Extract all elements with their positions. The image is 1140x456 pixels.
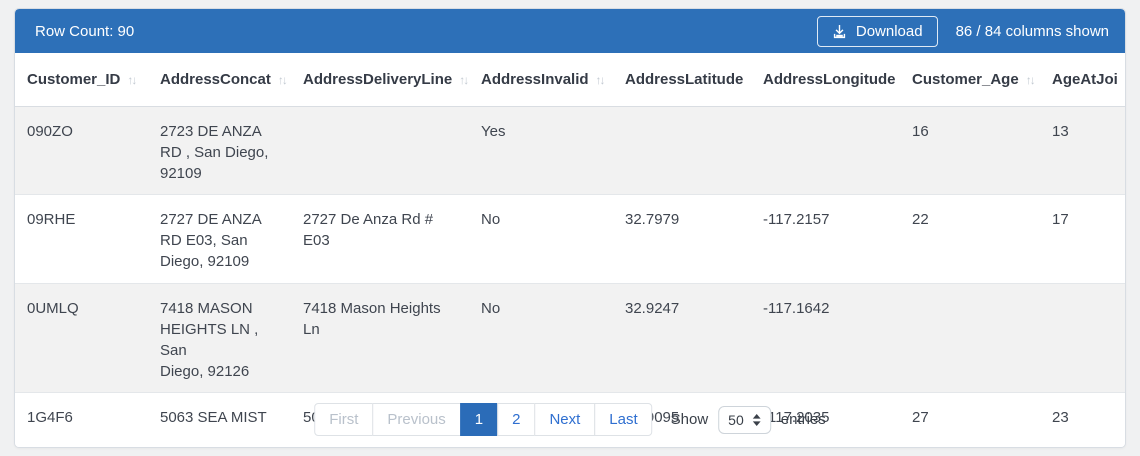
- pagination-first-button[interactable]: First: [314, 403, 374, 436]
- table-scroll-area: Customer_ID ↑↓ AddressConcat ↑↓ AddressDel…: [15, 53, 1126, 447]
- cell-address-latitude: 32.7979: [613, 193, 751, 283]
- column-header-address-latitude[interactable]: AddressLatitude ↑↓: [613, 53, 751, 107]
- pagination: First Previous 1 2 Next Last Show 50 ent…: [314, 403, 826, 436]
- cell-age-at-join: 13: [1040, 105, 1125, 194]
- entries-label: entries: [780, 411, 826, 428]
- pagination-last-button[interactable]: Last: [594, 403, 653, 436]
- table-row: 09RHE 2727 DE ANZA RD E03, San Diego, 92…: [15, 193, 1125, 283]
- cell-address-invalid: Yes: [469, 105, 613, 194]
- columns-shown-label: 86 / 84 columns shown: [955, 22, 1109, 40]
- pagination-button-group: First Previous 1 2 Next Last: [314, 403, 653, 436]
- cell-address-concat: 5063 SEA MIST: [148, 391, 291, 447]
- cell-address-longitude: [751, 105, 900, 194]
- download-button[interactable]: Download: [816, 15, 938, 47]
- cell-customer-id: 1G4F6: [15, 391, 148, 447]
- column-header-label: Customer_ID: [27, 70, 121, 88]
- cell-address-longitude: -117.1642: [751, 282, 900, 392]
- column-header-customer-age[interactable]: Customer_Age ↑↓: [900, 53, 1040, 107]
- table-toolbar: Row Count: 90 Download 86 / 84 columns s…: [15, 9, 1125, 53]
- column-header-customer-id[interactable]: Customer_ID ↑↓: [15, 53, 148, 107]
- page-size-control: Show 50 entries: [670, 405, 826, 434]
- column-header-label: AddressInvalid: [481, 70, 589, 88]
- page-size-select[interactable]: 50: [718, 405, 771, 434]
- cell-age-at-join: 17: [1040, 193, 1125, 283]
- column-header-label: AddressConcat: [160, 70, 271, 88]
- cell-address-latitude: [613, 105, 751, 194]
- select-spinner-icon: [752, 413, 761, 426]
- column-header-address-longitude[interactable]: AddressLongitude ↑↓: [751, 53, 900, 107]
- page-size-value: 50: [728, 411, 744, 428]
- cell-address-longitude: -117.2157: [751, 193, 900, 283]
- cell-address-delivery-line: 2727 De Anza Rd # E03: [291, 193, 469, 283]
- pagination-next-button[interactable]: Next: [534, 403, 596, 436]
- cell-customer-id: 0UMLQ: [15, 282, 148, 392]
- cell-address-delivery-line: 7418 Mason Heights Ln: [291, 282, 469, 392]
- column-header-age-at-join[interactable]: AgeAtJoi ↑↓: [1040, 53, 1126, 107]
- cell-customer-id: 090ZO: [15, 105, 148, 194]
- data-table: Customer_ID ↑↓ AddressConcat ↑↓ AddressDel…: [15, 53, 1126, 447]
- cell-address-latitude: 32.9247: [613, 282, 751, 392]
- sort-icon[interactable]: ↑↓: [277, 72, 288, 87]
- cell-address-concat: 2727 DE ANZA RD E03, San Diego, 92109: [148, 193, 291, 283]
- table-row: 090ZO 2723 DE ANZA RD , San Diego, 92109…: [15, 105, 1125, 194]
- sort-icon[interactable]: ↑↓: [1025, 72, 1036, 87]
- cell-customer-age: 22: [900, 193, 1040, 283]
- cell-age-at-join: 23: [1040, 391, 1125, 447]
- pagination-previous-button[interactable]: Previous: [372, 403, 461, 436]
- sort-icon[interactable]: ↑↓: [127, 72, 137, 87]
- data-table-card: Row Count: 90 Download 86 / 84 columns s…: [14, 8, 1126, 448]
- download-button-label: Download: [855, 22, 923, 40]
- column-header-label: AddressLatitude: [625, 70, 744, 88]
- download-icon: [832, 24, 847, 39]
- column-header-address-invalid[interactable]: AddressInvalid ↑↓: [469, 53, 613, 107]
- column-header-address-concat[interactable]: AddressConcat ↑↓: [148, 53, 291, 107]
- column-header-address-delivery-line[interactable]: AddressDeliveryLine ↑↓: [291, 53, 469, 107]
- sort-icon[interactable]: ↑↓: [459, 72, 469, 87]
- sort-icon[interactable]: ↑↓: [1125, 73, 1126, 87]
- cell-customer-id: 09RHE: [15, 193, 148, 283]
- cell-address-invalid: No: [469, 193, 613, 283]
- cell-customer-age: 16: [900, 105, 1040, 194]
- cell-customer-age: 27: [900, 391, 1040, 447]
- cell-customer-age: [900, 282, 1040, 392]
- sort-icon[interactable]: ↑↓: [750, 73, 751, 87]
- cell-address-invalid: No: [469, 282, 613, 392]
- cell-address-concat: 7418 MASON HEIGHTS LN , San Diego, 92126: [148, 282, 291, 392]
- column-header-label: Customer_Age: [912, 70, 1019, 88]
- cell-address-longitude: -117.2035: [751, 391, 900, 447]
- column-header-label: AddressLongitude: [763, 70, 896, 88]
- cell-address-concat: 2723 DE ANZA RD , San Diego, 92109: [148, 105, 291, 194]
- toolbar-right: Download 86 / 84 columns shown: [816, 15, 1109, 47]
- pagination-page-2-button[interactable]: 2: [497, 403, 536, 436]
- cell-address-delivery-line: [291, 105, 469, 194]
- column-header-label: AddressDeliveryLine: [303, 70, 453, 88]
- table-header-row: Customer_ID ↑↓ AddressConcat ↑↓ AddressDel…: [15, 53, 1126, 107]
- table-row: 0UMLQ 7418 MASON HEIGHTS LN , San Diego,…: [15, 282, 1125, 392]
- cell-age-at-join: [1040, 282, 1125, 392]
- table-row: 1G4F6 5063 SEA MIST 5063 Sea Mist Ct No …: [15, 391, 1125, 447]
- show-label: Show: [670, 411, 709, 428]
- column-header-label: AgeAtJoi: [1052, 70, 1118, 88]
- sort-icon[interactable]: ↑↓: [595, 72, 606, 87]
- pagination-page-1-button[interactable]: 1: [459, 403, 499, 436]
- row-count-label: Row Count: 90: [35, 22, 135, 40]
